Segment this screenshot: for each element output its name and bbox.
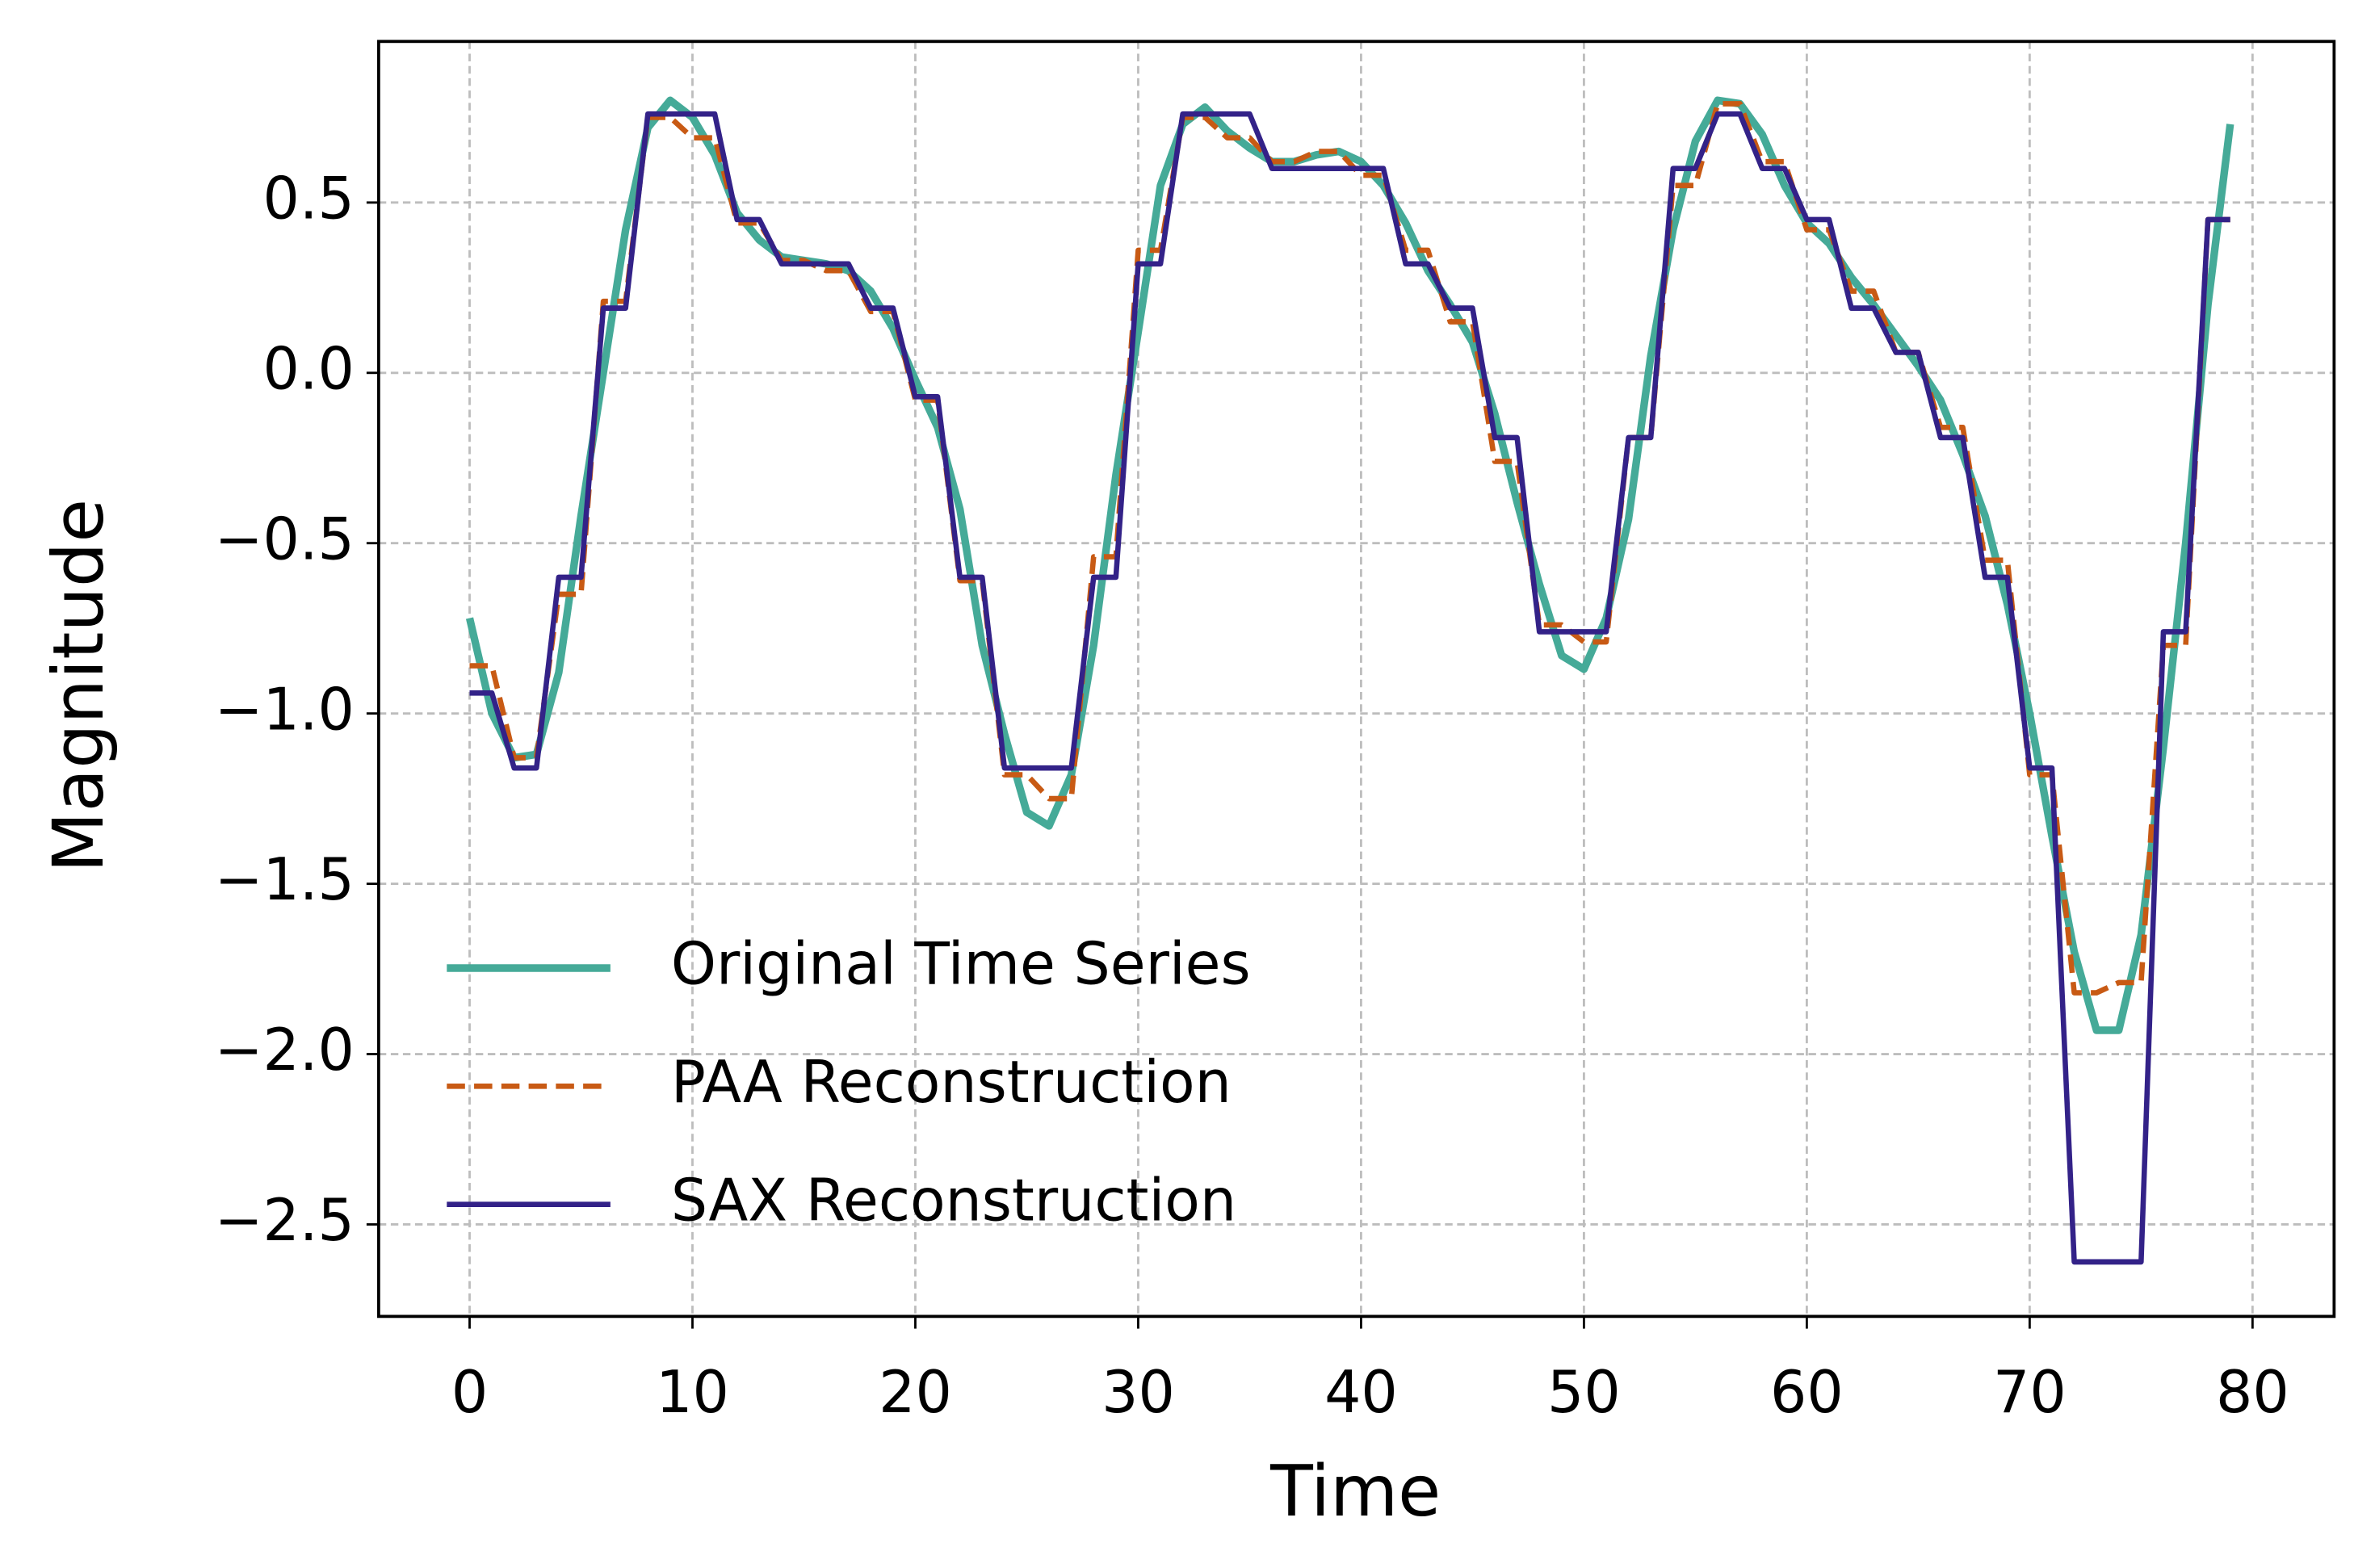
y-axis-label: Magnitude (38, 499, 119, 873)
x-tick-label: 60 (1770, 1357, 1844, 1426)
y-tick-label: −2.0 (215, 1016, 355, 1084)
x-axis-label: Time (1269, 1450, 1441, 1532)
y-tick-label: −0.5 (215, 505, 355, 573)
x-tick-label: 40 (1324, 1357, 1398, 1426)
x-tick-label: 50 (1547, 1357, 1621, 1426)
series-line (469, 111, 2230, 1265)
legend-label: SAX Reconstruction (671, 1166, 1236, 1235)
x-tick-label: 80 (2216, 1357, 2289, 1426)
series-line (469, 101, 2230, 996)
y-tick-label: 0.5 (263, 164, 355, 233)
x-tick-label: 20 (879, 1357, 952, 1426)
legend-label: Original Time Series (671, 929, 1251, 998)
y-tick-label: 0.0 (263, 334, 355, 403)
legend-label: PAA Reconstruction (671, 1048, 1232, 1117)
x-tick-label: 0 (451, 1357, 488, 1426)
y-tick-label: −2.5 (215, 1186, 355, 1255)
plot-frame (377, 40, 2336, 1319)
x-tick-label: 10 (656, 1357, 729, 1426)
series-line (465, 96, 2234, 1034)
y-tick-label: −1.0 (215, 675, 355, 744)
x-tick-label: 30 (1101, 1357, 1175, 1426)
x-tick-label: 70 (1993, 1357, 2067, 1426)
y-tick-label: −1.5 (215, 845, 355, 914)
